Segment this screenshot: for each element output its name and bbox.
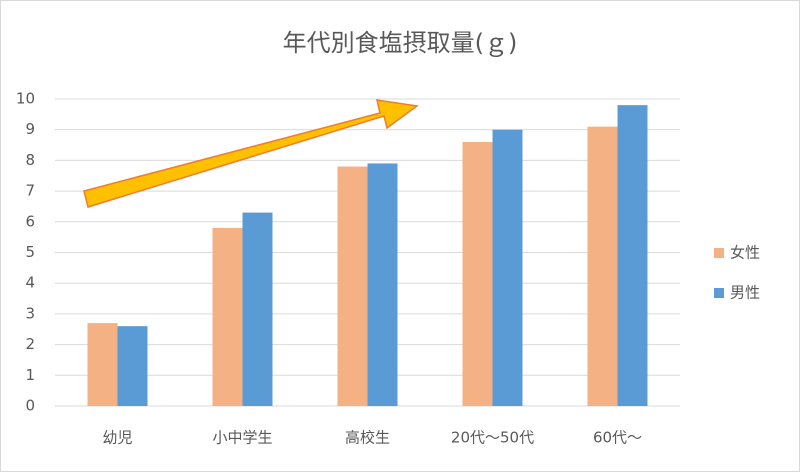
legend-label: 女性: [730, 244, 760, 262]
x-tick-label: 60代～: [593, 429, 642, 447]
y-tick-label: 5: [25, 243, 35, 261]
y-tick-label: 7: [25, 182, 35, 200]
bar: [242, 212, 273, 406]
bar: [617, 105, 648, 406]
y-tick-label: 2: [25, 335, 35, 353]
bar: [212, 227, 243, 406]
bar: [367, 163, 398, 406]
bar: [462, 141, 493, 407]
bar: [587, 126, 618, 406]
x-tick-label: 小中学生: [212, 429, 272, 447]
bar: [337, 166, 368, 406]
bar: [87, 323, 118, 406]
y-tick-label: 8: [25, 151, 35, 169]
chart-title: 年代別食塩摂取量(ｇ): [283, 29, 518, 57]
x-tick-label: 高校生: [345, 429, 390, 447]
x-tick-label: 幼児: [102, 429, 132, 447]
bar: [492, 129, 523, 406]
y-tick-label: 10: [16, 90, 35, 108]
bar: [117, 326, 148, 406]
trend-arrow: [83, 99, 419, 208]
y-tick-label: 6: [25, 212, 35, 230]
legend-swatch: [714, 288, 724, 298]
y-tick-label: 9: [25, 120, 35, 138]
legend-label: 男性: [730, 284, 760, 302]
y-tick-label: 0: [25, 397, 35, 415]
legend-swatch: [714, 248, 724, 258]
y-tick-label: 3: [25, 304, 35, 322]
y-tick-label: 1: [25, 366, 35, 384]
x-tick-label: 20代～50代: [451, 429, 534, 447]
y-tick-label: 4: [25, 274, 35, 292]
